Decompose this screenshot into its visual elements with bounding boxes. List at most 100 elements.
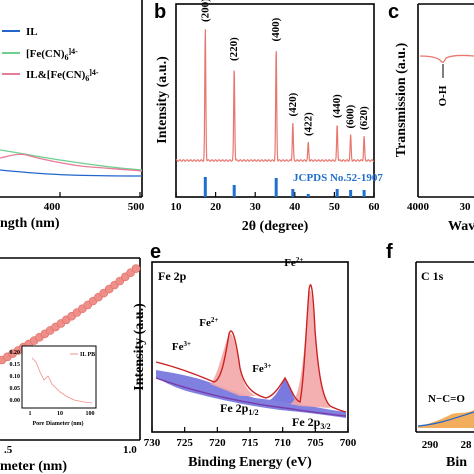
panel-b-reference-bar-2 [274,178,278,197]
panel-e-fe2-2p32-fill [290,290,330,408]
panel-e-label-1: Fe2+ [199,316,218,329]
panel-b-peak-label-6: (600) [345,104,357,128]
panel-b-peak-label-1: (220) [228,37,240,61]
panel-f-letter: f [386,241,393,263]
panel-c-ylabel: Transmission (a.u.) [394,42,409,157]
panel-e-xlabel: Binding Energy (eV) [188,455,312,470]
panel-b-tick-label-60: 60 [369,201,381,213]
panel-b: b Intensity (a.u.) 2θ (degree) 10 20 30 40 5… [154,0,383,234]
panel-b-reference-bar-4 [306,194,310,197]
panel-b-peak-label-4: (422) [302,112,314,136]
panel-c-tick-label-3000: 30 [460,201,472,213]
panel-c-xlabel: Wav [448,219,474,234]
panel-f-baseline [417,411,474,427]
panel-a-xlabel: ngth (nm) [0,216,60,231]
panel-e-tick-label-705: 705 [307,437,324,449]
panel-c-letter: c [388,1,399,23]
panel-d-inset-ytick-2: 0.10 [10,374,21,380]
panel-d-inset-xtick-0: 1 [29,411,32,417]
panel-e-peak-labels: Fe2+ Fe2+ Fe3+ Fe3+ [172,256,303,375]
panel-b-letter: b [154,1,166,23]
panel-b-tick-label-20: 20 [210,201,222,213]
panel-b-peak-label-0: (200) [199,0,211,22]
panel-b-peak-label-5: (440) [331,94,343,118]
panel-a: 400 500 ngth (nm) IL [Fe(CN)6]4- IL&[Fe(… [0,0,145,231]
panel-f-xlabel: Bin [446,455,467,470]
panel-d-inset-ytick-3: 0.05 [10,386,21,392]
panel-d-point [131,264,141,273]
panel-e-label-3: Fe3+ [252,362,271,375]
panel-d-inset-x-ticks: 1 10 100 [29,411,95,417]
panel-e-background [155,377,347,417]
panel-b-xrd-pattern [175,29,375,162]
panel-e-tick-label-730: 730 [144,437,161,449]
panel-e-letter: e [150,241,161,263]
panel-b-reference-bar-0 [203,177,207,197]
panel-a-curve-il [0,169,143,177]
panel-b-reference-bar-5 [335,189,339,197]
panel-b-reference-bars [203,177,366,197]
panel-f-tick-label-290: 290 [422,439,439,451]
panel-b-reference-bar-3 [291,189,295,197]
panel-e-title: Fe 2p [158,269,187,283]
panel-b-peak-label-7: (620) [358,106,370,130]
panel-f: f C 1s 290 28 Bin N−C=O [386,241,474,470]
panel-b-jcpds-label: JCPDS No.52-1907 [293,172,383,184]
panel-d-inset-xtick-2: 100 [86,411,95,417]
panel-e-tick-label-710: 710 [274,437,291,449]
panel-b-xlabel: 2θ (degree) [242,219,309,234]
panel-e-label-0: Fe2+ [284,256,303,269]
panel-b-reference-bar-7 [362,190,366,197]
panel-f-nco-label: N−C=O [428,393,465,405]
panel-f-title: C 1s [421,269,444,283]
panel-c: c Transmission (a.u.) 4000 30 Wav O-H [388,1,474,234]
panel-c-oh-label: O-H [437,85,449,106]
panel-e-fe2-2p12-fill [210,333,256,396]
panel-b-peak-label-2: (400) [270,17,282,41]
panel-d-inset-xtick-1: 10 [57,411,63,417]
panel-e-fe3-2p32-fill [270,379,300,404]
panel-b-reference-bar-6 [349,190,353,197]
legend-label-fecn: [Fe(CN)6]4- [26,47,78,62]
panel-b-tick-label-40: 40 [289,201,301,213]
panel-d-inset-ytick-0: 0.20 [10,350,21,356]
panel-d-inset-frame [21,345,97,409]
panel-d-inset-xlabel: Pore Diameter (nm) [32,420,83,427]
panel-a-tick-label-400: 400 [44,201,61,213]
panel-b-ylabel: Intensity (a.u.) [155,56,170,144]
panel-e-tick-label-720: 720 [209,437,226,449]
panel-e-label-2: Fe3+ [172,340,191,353]
panel-e-tick-label-700: 700 [340,437,357,449]
panel-a-tick-label-500: 500 [128,201,145,213]
panel-e-tick-label-715: 715 [242,437,259,449]
panel-d-inset-ytick-1: 0.15 [10,362,21,368]
panel-e-x-ticks: 730 725 720 715 710 705 700 [144,427,357,449]
panel-f-tick-label-280: 28 [461,439,473,451]
panel-c-ftir-curve [419,54,474,63]
panel-e-ylabel: Intensity (a.u.) [132,303,147,391]
panel-b-reference-bar-1 [232,185,236,197]
panel-d: .5 1.0 meter (nm) 0.20 0.15 0.10 0.05 0.00 1… [0,257,141,474]
panel-b-tick-label-30: 30 [250,201,262,213]
panel-d-tick-label-10: 1.0 [123,444,137,456]
panel-b-peak-labels: (200) (220) (400) (420)(422) (440) (600) (620) [199,0,370,136]
legend-label-il: IL [26,26,38,38]
panel-d-inset-legend: IL PB [80,352,95,358]
panel-d-xlabel: meter (nm) [0,459,67,474]
panel-b-tick-label-10: 10 [171,201,183,213]
panel-d-inset-curve [31,357,93,404]
panel-a-curve-fecn [0,149,143,171]
panel-b-tick-label-50: 50 [329,201,341,213]
panel-e-raw-curve [155,284,347,413]
panel-d-tick-label-05: .5 [4,444,13,456]
panel-b-peak-label-3: (420) [287,92,299,116]
panel-e-component-2p12: Fe 2p1/2 [220,401,259,417]
panel-e-component-2p32: Fe 2p3/2 [292,415,331,431]
panel-d-inset-ytick-4: 0.00 [10,398,21,404]
panel-e: e Fe 2p Intensity (a.u.) Binding Energy … [132,241,357,470]
panel-e-fe3-2p12-fill [156,370,346,418]
legend-label-ilfecn: IL&[Fe(CN)6]4- [26,68,99,83]
panel-c-tick-label-4000: 4000 [407,201,430,213]
panel-b-x-ticks: 10 20 30 40 50 60 [171,192,381,213]
